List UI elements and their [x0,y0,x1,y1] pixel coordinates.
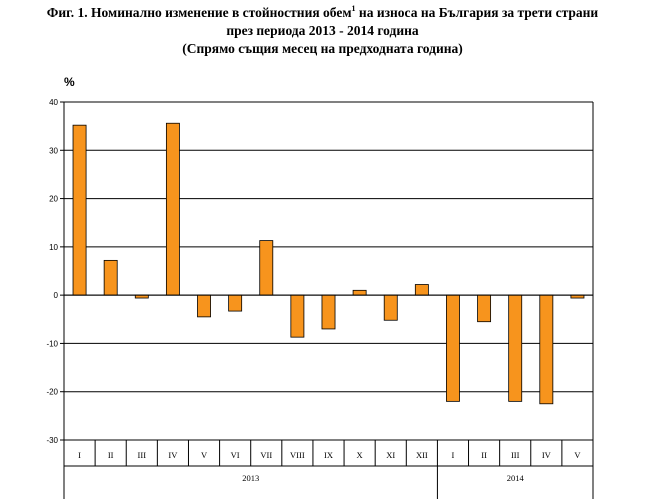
y-tick-label: 10 [49,243,58,252]
bar [383,294,398,321]
footnote-marker: 1 [351,4,356,13]
category-label: VI [231,450,240,460]
y-tick-label: 20 [49,195,58,204]
title-line-1: Фиг. 1. Номинално изменение в стойностни… [0,4,645,22]
category-label: III [138,450,147,460]
title-line-1-rest: на износа на България за трети страни [355,5,599,20]
bar [414,284,429,296]
bar [539,294,554,405]
title-line-3: (Спрямо същия месец на предходната годин… [182,41,463,56]
bar [103,259,118,296]
y-tick-label: 0 [54,291,59,300]
category-label: II [108,450,114,460]
category-label: XII [416,450,428,460]
category-label: IV [542,450,552,460]
y-tick-label: 40 [49,98,58,107]
bar [290,294,305,338]
category-label: V [201,450,208,460]
category-label: III [511,450,520,460]
category-label: VIII [290,450,305,460]
bar [259,240,274,296]
bar [165,122,180,296]
category-label: X [357,450,363,460]
y-tick-label: -20 [46,388,58,397]
category-label: II [481,450,487,460]
bar [446,294,460,402]
category-label: V [574,450,581,460]
category-label: IX [324,450,333,460]
bar [321,294,336,330]
category-label: I [78,450,81,460]
y-tick-label: -10 [46,339,58,348]
category-label: IV [168,450,178,460]
bar [197,294,211,318]
category-label: VII [260,450,272,460]
bar [477,294,492,323]
bar [508,294,523,402]
chart-title: Фиг. 1. Номинално изменение в стойностни… [0,4,645,58]
category-label: I [452,450,455,460]
bar [352,289,367,296]
y-tick-label: -30 [46,436,58,445]
bar [72,124,87,296]
title-line-2: през периода 2013 - 2014 година [226,23,419,38]
category-label: XI [386,450,395,460]
y-axis-unit: % [64,75,75,89]
y-tick-label: 30 [49,146,58,155]
year-group-label: 2014 [507,473,525,483]
bar [228,294,243,312]
year-group-label: 2013 [242,473,259,483]
title-line-1-text: Фиг. 1. Номинално изменение в стойностни… [46,5,352,20]
